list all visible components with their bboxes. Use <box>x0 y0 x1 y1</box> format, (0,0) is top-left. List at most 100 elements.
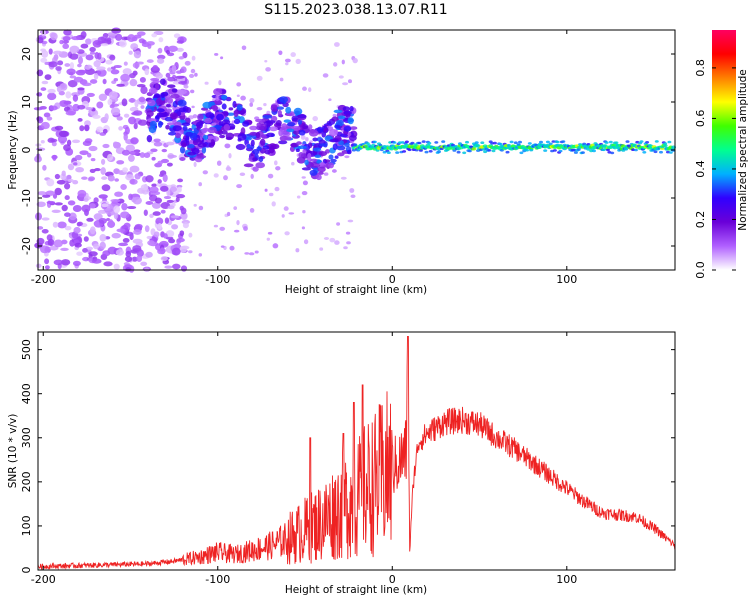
spectrogram-cell <box>67 178 74 183</box>
spectrogram-cell <box>653 150 658 154</box>
spectrogram-cell <box>223 175 228 181</box>
spectrogram-cell <box>72 94 79 102</box>
spectrogram-cell <box>40 48 46 52</box>
spectrogram-cell <box>307 87 312 93</box>
spectrogram-cell <box>529 148 534 152</box>
spectrogram-cell <box>295 248 300 253</box>
spectrogram-cell <box>182 51 188 59</box>
spectrogram-cell <box>67 80 78 88</box>
spectrogram-cell <box>129 78 138 87</box>
spectrogram-cell <box>317 166 326 173</box>
spectrogram-cell <box>316 174 322 181</box>
spectrogram-cell <box>279 77 284 82</box>
colorbar-tick-label: 0.0 <box>694 261 707 279</box>
spectrogram-cell <box>183 84 189 89</box>
spectrogram-cell <box>58 130 69 138</box>
spectrogram-cell <box>107 246 118 255</box>
spectrogram-cell <box>250 173 254 179</box>
spectrogram-cell <box>46 178 55 187</box>
spectrogram-cell <box>159 247 166 255</box>
spectrogram-cell <box>114 178 120 182</box>
spectrogram-cell <box>77 118 83 122</box>
spectrogram-cell <box>54 125 64 131</box>
spectrogram-cell <box>285 106 292 114</box>
spectrogram-cell <box>471 147 477 151</box>
spectrogram-cell <box>89 79 98 84</box>
spectrogram-cell <box>302 210 306 214</box>
spectrogram-cell <box>548 142 553 146</box>
spectrogram-cell <box>62 36 71 42</box>
spectrogram-cell <box>259 147 266 154</box>
spectrogram-cell <box>283 136 292 141</box>
spectrogram-cell <box>304 159 309 166</box>
spectrogram-cell <box>210 139 216 146</box>
spectrogram-cell <box>104 113 109 121</box>
spectrogram-cell <box>298 129 306 136</box>
spectrogram-cell <box>96 101 104 109</box>
spectrogram-x-tick-label: -200 <box>31 273 56 286</box>
spectrogram-cell <box>332 113 337 118</box>
spectrogram-cell <box>65 110 76 116</box>
spectrogram-cell <box>83 236 89 242</box>
snr-y-ticks: 0 100 200 300 400 500 <box>20 339 675 574</box>
spectrogram-cell <box>76 251 83 256</box>
spectrogram-cell <box>201 146 207 154</box>
spectrogram-cell <box>140 86 148 95</box>
spectrogram-cell <box>290 52 296 58</box>
spectrogram-cell <box>82 248 88 253</box>
spectrogram-cell <box>343 142 350 147</box>
spectrogram-cell <box>160 158 170 164</box>
spectrogram-cell <box>152 79 161 84</box>
spectrogram-cell <box>233 118 241 125</box>
spectrogram-cell <box>144 68 150 76</box>
spectrogram-cell <box>157 120 163 128</box>
snr-x-tick-label: 0 <box>389 573 396 586</box>
spectrogram-cell <box>74 154 83 161</box>
spectrogram-cell <box>77 189 87 198</box>
spectrogram-cell <box>319 143 328 147</box>
spectrogram-heatmap <box>33 27 676 273</box>
spectrogram-cell <box>346 149 352 155</box>
spectrogram-cell <box>73 162 78 166</box>
spectrogram-cell <box>74 242 82 248</box>
spectrogram-cell <box>151 156 156 161</box>
spectrogram-cell <box>223 123 231 131</box>
spectrogram-cell <box>101 203 109 208</box>
spectrogram-cell <box>424 150 429 154</box>
spectrogram-cell <box>171 64 177 73</box>
spectrogram-cell <box>57 60 64 66</box>
spectrogram-cell <box>136 84 146 88</box>
spectrogram-cell <box>130 43 139 50</box>
spectrogram-cell <box>154 197 163 204</box>
spectrogram-cell <box>242 121 250 127</box>
spectrogram-cell <box>153 231 160 238</box>
spectrogram-cell <box>296 156 306 164</box>
spectrogram-cell <box>96 126 104 133</box>
spectrogram-cell <box>93 72 99 80</box>
spectrogram-cell <box>340 176 347 180</box>
spectrogram-cell <box>248 252 255 256</box>
spectrogram-cell <box>165 141 175 146</box>
spectrogram-cell <box>173 33 181 39</box>
spectrogram-cell <box>305 137 309 142</box>
colorbar-tick-label: 0.4 <box>694 160 707 178</box>
spectrogram-cell <box>172 263 181 270</box>
spectrogram-cell <box>77 63 82 68</box>
spectrogram-cell <box>343 125 352 132</box>
colorbar-fill <box>712 30 736 270</box>
spectrogram-cell <box>156 108 165 113</box>
spectrogram-cell <box>166 103 171 108</box>
spectrogram-cell <box>330 158 337 163</box>
spectrogram-cell <box>254 250 259 254</box>
spectrogram-cell <box>102 78 107 85</box>
spectrogram-cell <box>428 150 433 153</box>
spectrogram-cell <box>196 125 201 131</box>
spectrogram-cell <box>483 150 488 154</box>
spectrogram-cell <box>297 119 303 125</box>
spectrogram-cell <box>60 247 69 252</box>
spectrogram-cell <box>69 75 77 79</box>
spectrogram-cell <box>175 75 185 79</box>
spectrogram-cell <box>225 132 234 140</box>
spectrogram-cell <box>158 111 168 118</box>
